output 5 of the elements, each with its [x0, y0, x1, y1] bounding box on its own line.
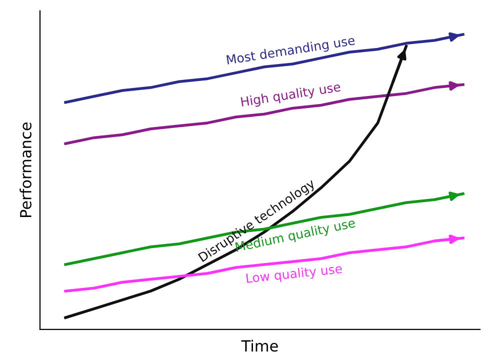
- text: High quality use: [240, 82, 342, 109]
- text: Most demanding use: [226, 35, 356, 67]
- y-axis-title: Performance: [20, 122, 32, 218]
- x-axis-title: Time: [241, 340, 278, 352]
- text: Low quality use: [246, 264, 342, 286]
